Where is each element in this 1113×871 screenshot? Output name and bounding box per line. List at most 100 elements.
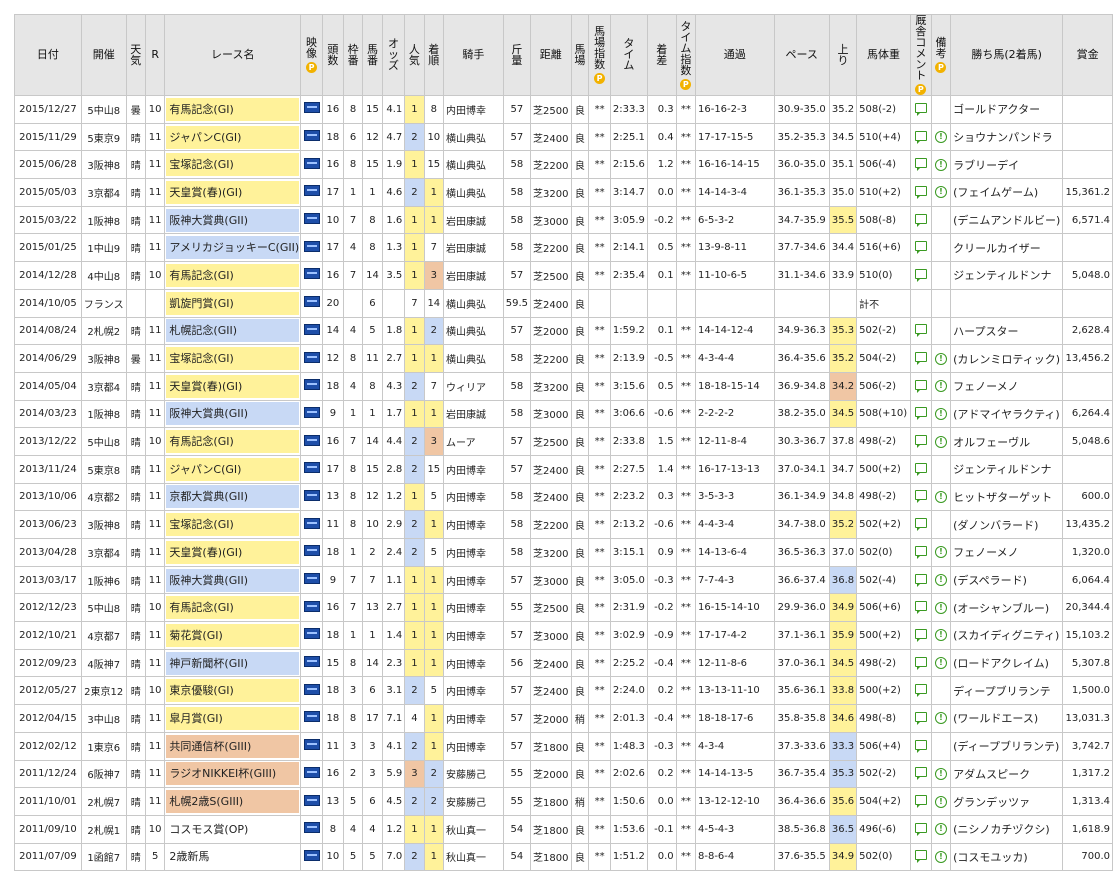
info-icon[interactable]: ! bbox=[934, 657, 947, 670]
comment-icon[interactable] bbox=[914, 601, 927, 615]
race-name-link[interactable]: 有馬記念(GI) bbox=[166, 97, 300, 121]
comment-icon[interactable] bbox=[914, 379, 927, 393]
jockey-link[interactable]: 岩田康誠 bbox=[443, 205, 504, 235]
info-icon[interactable]: ! bbox=[934, 850, 947, 863]
date-link[interactable]: 2014/12/28 bbox=[14, 261, 82, 290]
date-link[interactable]: 2015/11/29 bbox=[14, 122, 82, 152]
winner-link[interactable]: ジェンティルドンナ bbox=[950, 454, 1064, 484]
date-link[interactable]: 2014/08/24 bbox=[14, 316, 82, 346]
video-icon[interactable] bbox=[303, 213, 320, 225]
race-name-link[interactable]: 凱旋門賞(GI) bbox=[166, 291, 300, 315]
venue-link[interactable]: 3阪神8 bbox=[80, 510, 127, 539]
winner-link[interactable]: グランデッツァ bbox=[950, 787, 1064, 816]
venue-link[interactable]: 4中山8 bbox=[80, 261, 127, 290]
date-link[interactable]: 2011/07/09 bbox=[14, 842, 82, 871]
video-icon[interactable] bbox=[303, 434, 320, 446]
col-race-no[interactable]: R bbox=[144, 14, 166, 96]
jockey-link[interactable]: 岩田康誠 bbox=[443, 399, 504, 429]
winner-link[interactable]: (ワールドエース) bbox=[950, 704, 1064, 733]
venue-link[interactable]: 6阪神7 bbox=[80, 759, 127, 789]
venue-link[interactable]: 2札幌7 bbox=[80, 787, 127, 816]
col-track-index[interactable]: 馬場指数 P bbox=[588, 14, 611, 96]
video-icon[interactable] bbox=[303, 711, 320, 723]
date-link[interactable]: 2013/06/23 bbox=[14, 510, 82, 539]
race-name-link[interactable]: 皐月賞(GI) bbox=[166, 706, 300, 730]
race-name-link[interactable]: 有馬記念(GI) bbox=[166, 263, 300, 287]
comment-icon[interactable] bbox=[914, 462, 927, 476]
winner-link[interactable]: ショウナンパンドラ bbox=[950, 122, 1064, 152]
jockey-link[interactable]: 横山典弘 bbox=[443, 288, 504, 318]
winner-link[interactable]: (ニシノカチヅクシ) bbox=[950, 814, 1064, 844]
venue-link[interactable]: 4阪神7 bbox=[80, 648, 127, 678]
comment-icon[interactable] bbox=[914, 684, 927, 698]
video-icon[interactable] bbox=[303, 406, 320, 418]
venue-link[interactable]: 3阪神8 bbox=[80, 344, 127, 373]
video-icon[interactable] bbox=[303, 379, 320, 391]
winner-link[interactable]: (フェイムゲーム) bbox=[950, 178, 1064, 207]
col-date[interactable]: 日付 bbox=[14, 14, 82, 96]
date-link[interactable]: 2015/12/27 bbox=[14, 95, 82, 124]
date-link[interactable]: 2015/05/03 bbox=[14, 178, 82, 207]
winner-link[interactable] bbox=[950, 288, 1064, 318]
info-icon[interactable]: ! bbox=[934, 629, 947, 642]
race-name-link[interactable]: 宝塚記念(GI) bbox=[166, 153, 300, 177]
video-icon[interactable] bbox=[303, 600, 320, 612]
jockey-link[interactable]: 内田博幸 bbox=[443, 565, 504, 595]
info-icon[interactable]: ! bbox=[934, 380, 947, 393]
venue-link[interactable]: 1東京6 bbox=[80, 731, 127, 761]
winner-link[interactable]: フェノーメノ bbox=[950, 371, 1064, 401]
jockey-link[interactable]: 内田博幸 bbox=[443, 510, 504, 539]
comment-icon[interactable] bbox=[914, 213, 927, 227]
date-link[interactable]: 2012/05/27 bbox=[14, 676, 82, 706]
col-horse-no[interactable]: 馬番 bbox=[362, 14, 383, 96]
comment-icon[interactable] bbox=[914, 822, 927, 836]
video-icon[interactable] bbox=[303, 102, 320, 114]
col-venue[interactable]: 開催 bbox=[80, 14, 127, 96]
video-icon[interactable] bbox=[303, 545, 320, 557]
date-link[interactable]: 2014/10/05 bbox=[14, 288, 82, 318]
comment-icon[interactable] bbox=[914, 435, 927, 449]
venue-link[interactable]: 3京都4 bbox=[80, 371, 127, 401]
col-heads[interactable]: 頭数 bbox=[321, 14, 344, 96]
col-weather[interactable]: 天気 bbox=[125, 14, 146, 96]
info-icon[interactable]: ! bbox=[934, 131, 947, 144]
col-frame[interactable]: 枠番 bbox=[342, 14, 364, 96]
info-icon[interactable]: ! bbox=[934, 823, 947, 836]
winner-link[interactable]: ディープブリランテ bbox=[950, 676, 1064, 706]
jockey-link[interactable]: 内田博幸 bbox=[443, 482, 504, 512]
venue-link[interactable]: フランス bbox=[80, 288, 127, 318]
date-link[interactable]: 2012/02/12 bbox=[14, 731, 82, 761]
video-icon[interactable] bbox=[303, 157, 320, 169]
comment-icon[interactable] bbox=[914, 628, 927, 642]
info-icon[interactable]: ! bbox=[934, 352, 947, 365]
winner-link[interactable]: (ディープブリランテ) bbox=[950, 731, 1064, 761]
date-link[interactable]: 2014/05/04 bbox=[14, 371, 82, 401]
date-link[interactable]: 2014/06/29 bbox=[14, 344, 82, 373]
venue-link[interactable]: 5中山8 bbox=[80, 593, 127, 623]
video-icon[interactable] bbox=[303, 573, 320, 585]
race-name-link[interactable]: 有馬記念(GI) bbox=[166, 596, 300, 620]
winner-link[interactable]: フェノーメノ bbox=[950, 538, 1064, 567]
winner-link[interactable]: (スカイディグニティ) bbox=[950, 621, 1064, 650]
winner-link[interactable]: ジェンティルドンナ bbox=[950, 261, 1064, 290]
col-passing[interactable]: 通過 bbox=[694, 14, 775, 96]
video-icon[interactable] bbox=[303, 240, 320, 252]
race-name-link[interactable]: 東京優駿(GI) bbox=[166, 679, 300, 703]
date-link[interactable]: 2012/12/23 bbox=[14, 593, 82, 623]
race-name-link[interactable]: 2歳新馬 bbox=[169, 850, 210, 864]
jockey-link[interactable]: 安藤勝己 bbox=[443, 759, 504, 789]
jockey-link[interactable]: 内田博幸 bbox=[443, 538, 504, 567]
date-link[interactable]: 2014/03/23 bbox=[14, 399, 82, 429]
comment-icon[interactable] bbox=[914, 545, 927, 559]
race-name-link[interactable]: コスモス賞(OP) bbox=[169, 822, 249, 836]
jockey-link[interactable]: 内田博幸 bbox=[443, 95, 504, 124]
venue-link[interactable]: 3京都4 bbox=[80, 538, 127, 567]
video-icon[interactable] bbox=[303, 296, 320, 308]
comment-icon[interactable] bbox=[914, 324, 927, 338]
date-link[interactable]: 2012/04/15 bbox=[14, 704, 82, 733]
info-icon[interactable]: ! bbox=[934, 490, 947, 503]
venue-link[interactable]: 3中山8 bbox=[80, 704, 127, 733]
winner-link[interactable]: (デニムアンドルビー) bbox=[950, 205, 1064, 235]
comment-icon[interactable] bbox=[914, 268, 927, 282]
video-icon[interactable] bbox=[303, 130, 320, 142]
